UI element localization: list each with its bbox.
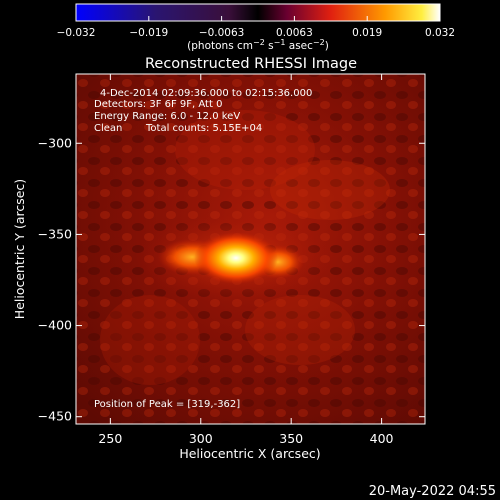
x-tick-label: 250 — [98, 431, 122, 446]
peak-source — [194, 232, 278, 284]
colorbar-units: (photons cm−2 s−1 asec−2) — [187, 38, 329, 52]
colorbar-ticks — [75, 16, 441, 21]
annotation-counts: Total counts: 5.15E+04 — [145, 123, 262, 134]
colorbar-tick-label: 0.0063 — [276, 27, 313, 39]
y-tick-label: −300 — [38, 135, 72, 150]
x-axis-label: Heliocentric X (arcsec) — [179, 446, 320, 461]
colorbar: −0.032 −0.019 −0.0063 0.0063 0.019 0.032 (pho… — [57, 3, 455, 52]
plot-frame — [75, 73, 426, 425]
colorbar-gradient — [75, 3, 441, 22]
colorbar-tick-label: −0.032 — [57, 27, 96, 39]
colorbar-tick-label: 0.032 — [425, 27, 455, 39]
x-axis-ticks: 250 300 350 400 — [98, 74, 394, 446]
annotation-peak-position: Position of Peak = [319,-362] — [94, 399, 240, 410]
annotation-time-range: 4-Dec-2014 02:09:36.000 to 02:15:36.000 — [100, 88, 312, 99]
y-tick-label: −350 — [38, 226, 72, 241]
heatmap-image — [76, 74, 425, 424]
y-axis-label: Heliocentric Y (arcsec) — [12, 179, 27, 319]
y-axis-ticks: −300 −350 −400 −450 — [38, 135, 425, 424]
annotation-energy: Energy Range: 6.0 - 12.0 keV — [94, 111, 240, 122]
y-tick-label: −400 — [38, 318, 72, 333]
timestamp: 20-May-2022 04:55 — [369, 484, 496, 499]
x-tick-label: 300 — [189, 431, 213, 446]
y-tick-label: −450 — [38, 409, 72, 424]
annotations: 4-Dec-2014 02:09:36.000 to 02:15:36.000 … — [94, 88, 312, 410]
annotation-method: Clean — [94, 123, 122, 134]
colorbar-tick-label: 0.019 — [352, 27, 382, 39]
annotation-detectors: Detectors: 3F 6F 9F, Att 0 — [94, 99, 222, 110]
x-tick-label: 350 — [279, 431, 303, 446]
chart-title: Reconstructed RHESSI Image — [145, 56, 357, 72]
colorbar-tick-label: −0.019 — [129, 27, 168, 39]
colorbar-tick-label: −0.0063 — [199, 27, 245, 39]
x-tick-label: 400 — [370, 431, 394, 446]
colorbar-tick-labels: −0.032 −0.019 −0.0063 0.0063 0.019 0.032 — [57, 27, 455, 39]
